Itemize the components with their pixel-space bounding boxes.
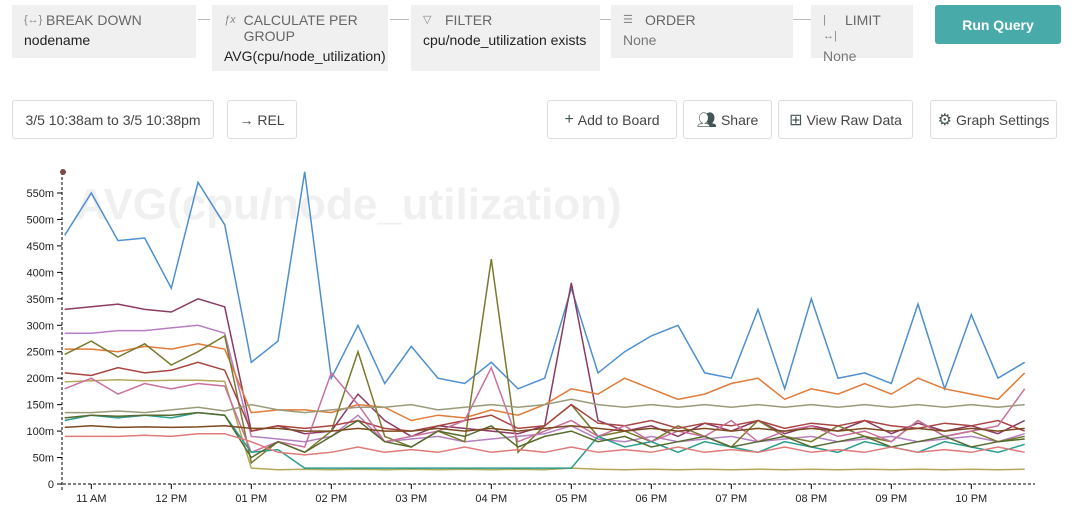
series-line xyxy=(64,379,1025,471)
y-tick-label: 400m xyxy=(26,267,54,279)
connector xyxy=(793,19,811,20)
share-button[interactable]: 👥︎ Share xyxy=(683,100,772,139)
x-tick-label: 08 PM xyxy=(795,493,827,505)
y-tick-label: 0 xyxy=(48,479,54,491)
series-line xyxy=(64,398,1025,414)
x-tick-label: 09 PM xyxy=(875,493,907,505)
x-tick-label: 07 PM xyxy=(715,493,747,505)
funnel-icon: ▽ xyxy=(423,14,432,26)
chart-watermark-title: AVG(cpu/node_utilization) xyxy=(75,180,622,229)
filter-box[interactable]: ▽ FILTER cpu/node_utilization exists xyxy=(411,5,600,71)
calculate-value: AVG(cpu/node_utilization) xyxy=(224,48,386,64)
add-to-board-button[interactable]: + Add to Board xyxy=(547,100,677,139)
x-tick-label: 05 PM xyxy=(555,493,587,505)
connector xyxy=(600,19,611,20)
series-line xyxy=(64,258,1025,465)
run-query-button[interactable]: Run Query xyxy=(935,5,1061,44)
order-value: None xyxy=(623,32,657,48)
order-box[interactable]: ☰ ORDER None xyxy=(611,5,793,58)
y-tick-label: 200m xyxy=(26,373,54,385)
series-line xyxy=(64,432,1025,456)
y-tick-label: 300m xyxy=(26,320,54,332)
x-tick-label: 10 PM xyxy=(955,493,987,505)
x-tick-label: 01 PM xyxy=(235,493,267,505)
x-tick-label: 12 PM xyxy=(155,493,187,505)
y-tick-label: 450m xyxy=(26,241,54,253)
utilization-chart[interactable]: AVG(cpu/node_utilization) 0 50m 100m 150m 20… xyxy=(0,160,1079,515)
limit-value: None xyxy=(823,48,857,64)
y-tick-label: 50m xyxy=(33,453,54,465)
x-tick-label: 02 PM xyxy=(315,493,347,505)
y-tick-label: 150m xyxy=(26,400,54,412)
gear-icon: ⚙ xyxy=(937,111,952,129)
breakdown-box[interactable]: {↔} BREAK DOWN nodename xyxy=(12,5,196,58)
series-line xyxy=(64,425,1025,432)
series-line xyxy=(64,171,1026,392)
y-tick-label: 100m xyxy=(26,426,54,438)
grid-icon: ⊞ xyxy=(789,111,803,129)
x-tick-label: 04 PM xyxy=(475,493,507,505)
x-tick-label: 11 AM xyxy=(76,493,106,505)
calculate-box[interactable]: ƒx CALCULATE PER GROUP AVG(cpu/node_utili… xyxy=(212,5,388,71)
y-tick-label: 350m xyxy=(26,294,54,306)
graph-settings-button[interactable]: ⚙ Graph Settings xyxy=(930,100,1057,139)
limit-box[interactable]: |↔| LIMIT None xyxy=(811,5,913,64)
connector xyxy=(198,19,210,20)
filter-value: cpu/node_utilization exists xyxy=(423,32,587,48)
breakdown-value: nodename xyxy=(24,32,91,48)
view-raw-data-button[interactable]: ⊞ View Raw Data xyxy=(778,100,913,139)
plus-icon: + xyxy=(564,110,574,128)
users-icon: 👥︎ xyxy=(696,111,717,129)
y-tick-label: 550m xyxy=(26,188,54,200)
braces-icon: {↔} xyxy=(24,14,43,26)
sort-icon: ☰ xyxy=(623,14,633,26)
series-line xyxy=(64,324,1025,443)
series-line xyxy=(64,361,1025,432)
x-tick-label: 03 PM xyxy=(395,493,427,505)
cursor-handle xyxy=(60,169,66,175)
connector xyxy=(390,19,409,20)
y-tick-label: 500m xyxy=(26,214,54,226)
limit-icon: |↔| xyxy=(823,14,837,42)
x-tick-label: 06 PM xyxy=(635,493,667,505)
series-line xyxy=(64,365,1026,454)
relative-time-button[interactable]: → REL xyxy=(227,100,297,139)
y-tick-label: 250m xyxy=(26,347,54,359)
time-range-button[interactable]: 3/5 10:38am to 3/5 10:38pm xyxy=(12,100,214,139)
series-line xyxy=(64,411,1025,459)
fx-icon: ƒx xyxy=(224,14,236,26)
